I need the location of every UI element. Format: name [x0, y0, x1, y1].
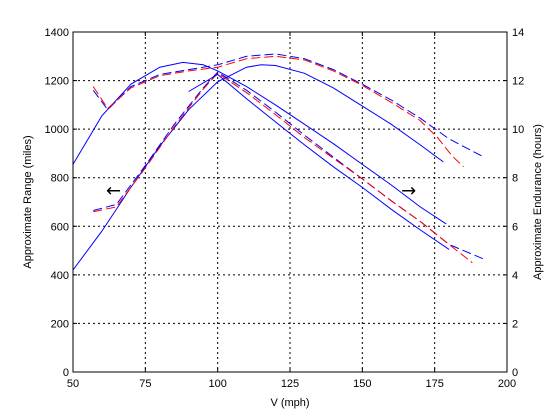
series-line-6 [93, 72, 473, 264]
x-tick-label: 125 [281, 378, 299, 390]
y-right-tick-label: 4 [512, 270, 518, 282]
y-left-tick-label: 200 [51, 318, 69, 330]
y-left-tick-label: 800 [51, 173, 69, 185]
grid [73, 32, 507, 372]
y-right-tick-label: 0 [512, 367, 518, 379]
series-layer [72, 53, 485, 271]
y-right-tick-label: 2 [512, 318, 518, 330]
y-right-tick-label: 12 [512, 76, 524, 88]
y-right-tick-label: 8 [512, 173, 518, 185]
x-tick-label: 200 [498, 378, 516, 390]
annotations: ← → [106, 180, 416, 201]
x-tick-label: 175 [425, 378, 443, 390]
y-left-tick-label: 1200 [45, 76, 69, 88]
y-left-tick-label: 600 [51, 221, 69, 233]
y-right-tick-label: 6 [512, 221, 518, 233]
annotation-arrow-1: ← [106, 180, 121, 201]
y-left-tick-label: 0 [63, 367, 69, 379]
series-line-5 [92, 55, 464, 168]
y-axis-left-title: Approximate Range (miles) [22, 135, 34, 268]
series-line-2 [72, 64, 444, 271]
x-tick-label: 100 [208, 378, 226, 390]
series-line-3 [92, 53, 485, 158]
series-line-1 [72, 61, 447, 225]
series-line-7 [188, 73, 450, 250]
annotation-arrow-2: → [401, 180, 416, 201]
y-right-tick-label: 10 [512, 124, 524, 136]
x-axis-title: V (mph) [270, 397, 309, 409]
x-tick-label: 150 [353, 378, 371, 390]
x-tick-label: 50 [67, 378, 79, 390]
ticks: 50 75 100 125 150 175 200020040060080010001200… [45, 27, 525, 390]
y-axis-right-title: Approximate Endurance (hours) [532, 124, 544, 280]
y-left-tick-label: 400 [51, 270, 69, 282]
y-left-tick-label: 1400 [45, 27, 69, 39]
x-tick-label: 75 [139, 378, 151, 390]
y-left-tick-label: 1000 [45, 124, 69, 136]
y-right-tick-label: 14 [512, 27, 524, 39]
